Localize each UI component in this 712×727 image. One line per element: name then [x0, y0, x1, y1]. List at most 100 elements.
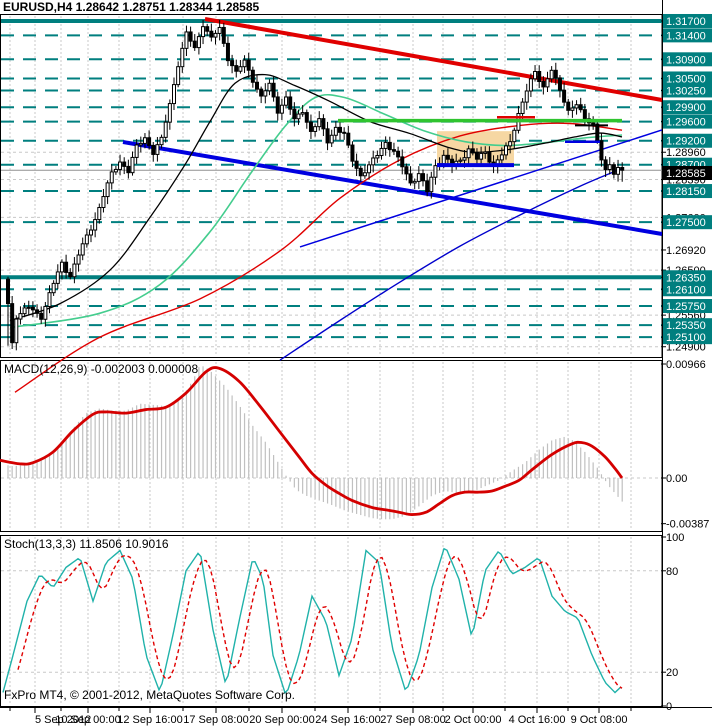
price-level-badge: [663, 83, 712, 98]
price-level-badge: [663, 184, 712, 199]
candlestick: [246, 59, 251, 71]
candlestick: [292, 108, 297, 120]
candlestick: [362, 172, 367, 177]
candlestick: [192, 40, 197, 49]
time-axis-label: 2 Oct 00:00: [445, 714, 502, 726]
candlestick: [126, 165, 131, 174]
candlestick: [22, 307, 27, 315]
price-level-badge: [663, 282, 712, 297]
price-level-badge: [663, 270, 712, 285]
candlestick: [296, 113, 301, 120]
candlestick: [221, 26, 226, 44]
candlestick: [325, 128, 330, 144]
candlestick: [582, 109, 587, 120]
candlestick: [217, 26, 222, 34]
macd-scale-label: -0.00387: [666, 519, 709, 531]
candlestick: [55, 271, 60, 284]
candlestick: [549, 69, 554, 80]
candlestick: [225, 42, 230, 62]
price-level-badge: [663, 133, 712, 148]
current-price-badge-label: 1.28585: [666, 168, 706, 180]
candlestick: [499, 154, 504, 161]
candlestick: [151, 144, 156, 155]
candlestick: [487, 151, 492, 163]
ma-red-slow: [14, 122, 623, 393]
stoch-scale-label: 100: [666, 532, 684, 544]
candlestick: [553, 69, 558, 79]
main-price-panel[interactable]: [1, 17, 663, 393]
descending-resistance-trendline[interactable]: [204, 17, 663, 102]
candlestick: [184, 31, 189, 49]
candlestick: [354, 160, 359, 169]
price-level-badge: [663, 28, 712, 43]
ma-green-medium: [9, 93, 623, 329]
candlestick: [304, 112, 309, 123]
right-price-scale[interactable]: 1.289601.283901.276001.269201.265001.255…: [661, 0, 712, 727]
candlestick: [118, 161, 123, 170]
candlestick: [570, 107, 575, 111]
candlestick: [43, 305, 48, 320]
candlestick: [528, 78, 533, 92]
time-axis-label: 17 Sep 08:00: [183, 714, 248, 726]
candlestick: [47, 292, 52, 307]
candlestick: [122, 161, 127, 167]
candlestick: [396, 150, 401, 158]
candlestick: [566, 101, 571, 111]
candlestick: [84, 234, 89, 245]
candlestick: [147, 137, 152, 146]
candlestick: [10, 303, 15, 344]
grid-lines: [9, 16, 632, 705]
descending-support-trendline[interactable]: [122, 140, 663, 236]
candlestick: [300, 112, 305, 115]
candlestick: [275, 96, 280, 114]
stoch-k-line: [2, 547, 622, 695]
macd-panel[interactable]: [0, 366, 662, 520]
candlestick: [421, 173, 425, 182]
stoch-panel-bg[interactable]: [0, 535, 663, 707]
candlestick: [321, 118, 326, 130]
price-level-badge: [663, 215, 712, 230]
price-scale-label: 1.28960: [666, 147, 706, 159]
candlestick: [358, 167, 363, 177]
candlestick: [603, 159, 608, 170]
time-axis-label: 12 Sep 16:00: [117, 714, 182, 726]
candlestick: [80, 243, 85, 256]
candlestick: [51, 282, 56, 294]
candlestick: [259, 88, 264, 97]
price-level-badge: [663, 330, 712, 345]
candlestick: [93, 219, 98, 231]
candlestick: [196, 36, 201, 49]
price-level-badge-label: 1.31700: [666, 16, 706, 28]
candlestick: [371, 157, 376, 166]
candlestick: [105, 182, 110, 198]
stoch-scale-label: 20: [666, 667, 678, 679]
candlestick: [591, 122, 596, 125]
candlestick: [533, 70, 538, 80]
candlestick: [72, 263, 77, 278]
candlestick: [163, 121, 168, 138]
time-axis-label: 10 Sep 00:00: [55, 714, 120, 726]
time-axis-label: 27 Sep 08:00: [380, 714, 445, 726]
candlestick: [479, 152, 484, 160]
candlestick: [159, 136, 164, 146]
price-level-badge: [663, 13, 712, 28]
candlestick: [433, 165, 438, 178]
price-level-badge-label: 1.25100: [666, 332, 706, 344]
panel-backgrounds[interactable]: [0, 14, 663, 707]
candlestick: [375, 154, 380, 159]
candlestick: [209, 30, 214, 38]
stoch-scale-label: 80: [666, 566, 678, 578]
candlestick: [607, 164, 612, 170]
stochastic-panel[interactable]: [1, 547, 662, 695]
candlestick: [288, 96, 293, 110]
candlestick: [113, 168, 118, 173]
candlestick: [412, 180, 417, 184]
candlestick: [130, 156, 135, 174]
candlestick: [595, 123, 600, 142]
price-level-badge-label: 1.30900: [666, 54, 706, 66]
candlestick: [180, 47, 185, 68]
candlestick: [308, 121, 313, 132]
